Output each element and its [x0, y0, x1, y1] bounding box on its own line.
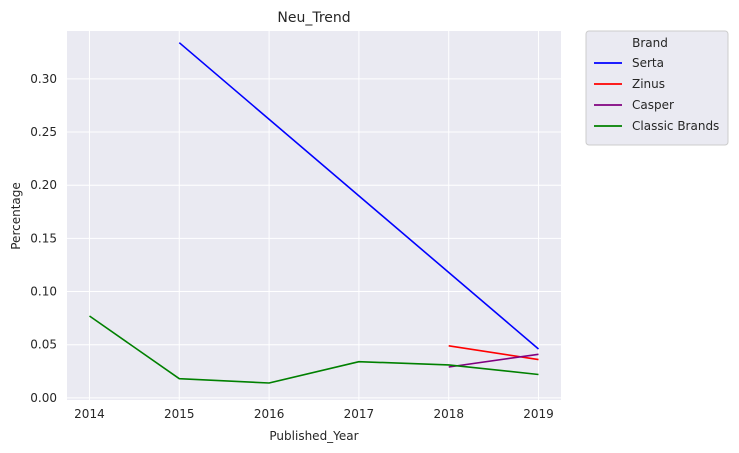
y-tick-label: 0.15: [30, 231, 57, 245]
grid-lines: [67, 31, 561, 400]
series-line-casper: [448, 353, 539, 368]
legend-label-casper: Casper: [632, 98, 674, 112]
y-tick-label: 0.30: [30, 72, 57, 86]
series-line-serta: [178, 42, 540, 350]
x-tick-label: 2018: [433, 407, 464, 421]
plot-area: [67, 31, 561, 400]
x-tick-label: 2015: [164, 407, 195, 421]
y-axis-ticks: 0.00 0.05 0.10 0.15 0.20 0.25 0.30: [30, 72, 57, 405]
x-tick-label: 2017: [344, 407, 375, 421]
series-line-zinus: [448, 345, 539, 361]
y-axis-label: Percentage: [9, 182, 23, 250]
y-tick-label: 0.10: [30, 285, 57, 299]
legend-items: Serta Zinus Casper Classic Brands: [594, 56, 719, 133]
x-tick-label: 2014: [74, 407, 105, 421]
y-tick-label: 0.05: [30, 338, 57, 352]
legend: Brand Serta Zinus Casper Classic Brands: [585, 30, 729, 146]
x-tick-label: 2016: [254, 407, 285, 421]
y-tick-label: 0.20: [30, 178, 57, 192]
x-axis-label: Published_Year: [269, 429, 358, 443]
series-lines: [89, 42, 540, 384]
legend-label-classic-brands: Classic Brands: [632, 119, 719, 133]
legend-title: Brand: [632, 36, 668, 50]
y-tick-label: 0.00: [30, 391, 57, 405]
series-line-classic-brands: [89, 315, 539, 384]
legend-label-serta: Serta: [632, 56, 664, 70]
legend-box: [585, 30, 729, 146]
x-axis-ticks: 2014 2015 2016 2017 2018 2019: [74, 407, 554, 421]
chart-title: Neu_Trend: [277, 10, 350, 26]
legend-label-zinus: Zinus: [632, 77, 665, 91]
x-tick-label: 2019: [523, 407, 554, 421]
y-tick-label: 0.25: [30, 125, 57, 139]
